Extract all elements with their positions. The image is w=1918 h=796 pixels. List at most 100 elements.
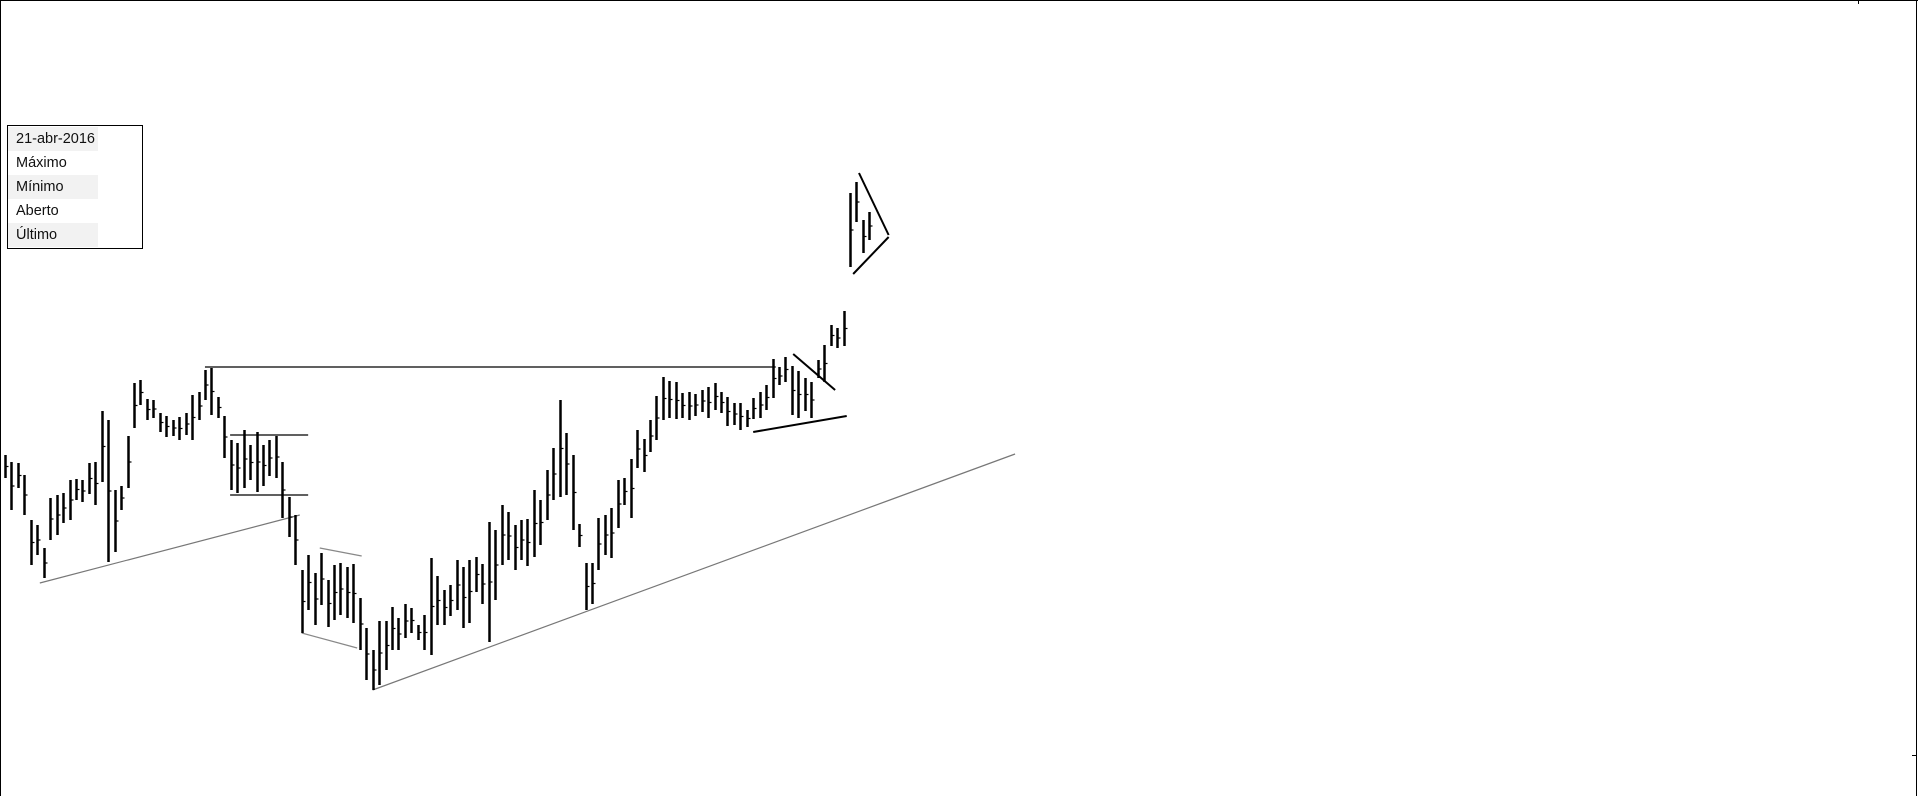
channel-bottom-line	[301, 632, 358, 649]
ohlc-bar	[114, 490, 119, 552]
ohlc-bar	[107, 420, 112, 562]
ohlc-bar	[514, 525, 519, 570]
triangle-top-line	[858, 172, 890, 236]
ohlc-bar	[243, 430, 248, 488]
ohlc-bar	[69, 480, 74, 520]
ohlc-bar	[630, 459, 635, 518]
ohlc-bar	[791, 366, 796, 415]
ohlc-bar	[320, 553, 325, 605]
ohlc-bar	[249, 445, 254, 480]
ohlc-bar	[817, 360, 822, 378]
ohlc-bar	[281, 462, 286, 518]
ohlc-bar	[127, 436, 132, 488]
ohlc-bar	[868, 212, 873, 240]
ohlc-bar	[172, 420, 177, 436]
ohlc-bar	[359, 598, 364, 650]
legend-date: 21-abr-2016	[8, 127, 98, 151]
ohlc-bar	[410, 608, 415, 633]
ohlc-bar	[462, 567, 467, 628]
ohlc-bar	[810, 382, 815, 418]
ohlc-bar	[256, 432, 261, 492]
ohlc-bar	[365, 628, 370, 680]
falling-line	[792, 353, 836, 391]
ohlc-bar	[4, 455, 9, 478]
ohlc-bar	[855, 182, 860, 222]
legend-high-label: Máximo	[16, 155, 67, 171]
ohlc-bar	[572, 455, 577, 530]
ohlc-bar	[494, 530, 499, 600]
ohlc-bar	[36, 525, 41, 555]
ohlc-bar	[655, 396, 660, 440]
ohlc-bar	[10, 462, 15, 510]
ohlc-bar	[849, 193, 854, 267]
trendline-line	[372, 453, 1016, 691]
triangle-bottom-line	[852, 236, 890, 275]
ohlc-bar	[314, 573, 319, 625]
ohlc-bar	[146, 399, 151, 420]
ohlc-bar	[43, 548, 48, 578]
ohlc-bar	[120, 486, 125, 510]
ohlc-bar	[307, 555, 312, 610]
ohlc-bar	[397, 618, 402, 650]
ohlc-bar	[417, 625, 422, 640]
ohlc-bar	[597, 518, 602, 570]
ohlc-bar	[772, 359, 777, 398]
ohlc-bar	[488, 522, 493, 642]
ohlc-bar	[862, 220, 867, 253]
ohlc-bar	[17, 463, 22, 488]
ohlc-bar	[726, 397, 731, 426]
ohlc-bar	[662, 377, 667, 420]
ohlc-bar	[56, 495, 61, 535]
ohlc-bar	[475, 557, 480, 592]
ohlc-bar	[333, 565, 338, 620]
ohlc-bar	[797, 371, 802, 418]
ohlc-bar	[636, 430, 641, 468]
price-legend: 21-abr-2016 Máximo Mínimo Aberto Último	[7, 125, 143, 249]
ohlc-bar	[533, 490, 538, 557]
ohlc-bar	[404, 604, 409, 638]
ohlc-bar	[88, 463, 93, 494]
ohlc-bar	[236, 443, 241, 493]
ohlc-bar	[159, 413, 164, 432]
price-bars	[4, 182, 873, 690]
ohlc-bar	[643, 439, 648, 472]
ohlc-bar	[133, 383, 138, 428]
ohlc-bar	[778, 367, 783, 385]
ohlc-bar	[468, 560, 473, 623]
ohlc-bar	[559, 400, 564, 497]
ohlc-bar	[610, 508, 615, 558]
ohlc-bar	[352, 564, 357, 623]
ohlc-bar	[191, 395, 196, 440]
ohlc-bar	[591, 563, 596, 604]
ohlc-bar	[520, 520, 525, 560]
ohlc-bar	[746, 410, 751, 427]
ohlc-bar	[223, 416, 228, 458]
ohlc-bar	[701, 390, 706, 412]
ohlc-bar	[481, 564, 486, 604]
ohlc-bar	[210, 368, 215, 415]
ohlc-bar	[688, 392, 693, 420]
ohlc-bar	[30, 520, 35, 565]
ohlc-bar	[733, 403, 738, 425]
ohlc-bar	[443, 590, 448, 625]
ohlc-bar	[681, 393, 686, 418]
ohlc-bar	[617, 480, 622, 528]
ohlc-bar	[707, 387, 712, 418]
ohlc-bar	[268, 440, 273, 476]
ohlc-bar	[694, 394, 699, 416]
ohlc-bar	[552, 448, 557, 500]
ohlc-bar	[720, 392, 725, 413]
ohlc-bar	[391, 607, 396, 650]
ohlc-bar	[94, 462, 99, 505]
ohlc-bar	[565, 433, 570, 495]
ohlc-bar	[501, 505, 506, 565]
ohlc-bar	[668, 381, 673, 418]
ohlc-bar	[75, 479, 80, 500]
ohlc-bar	[178, 417, 183, 440]
ohlc-bar	[339, 563, 344, 615]
ohlc-bar	[49, 498, 54, 540]
ohlc-bar	[423, 615, 428, 650]
legend-open-label: Aberto	[16, 203, 59, 219]
ohlc-bar	[139, 380, 144, 405]
legend-last-label: Último	[8, 223, 98, 247]
